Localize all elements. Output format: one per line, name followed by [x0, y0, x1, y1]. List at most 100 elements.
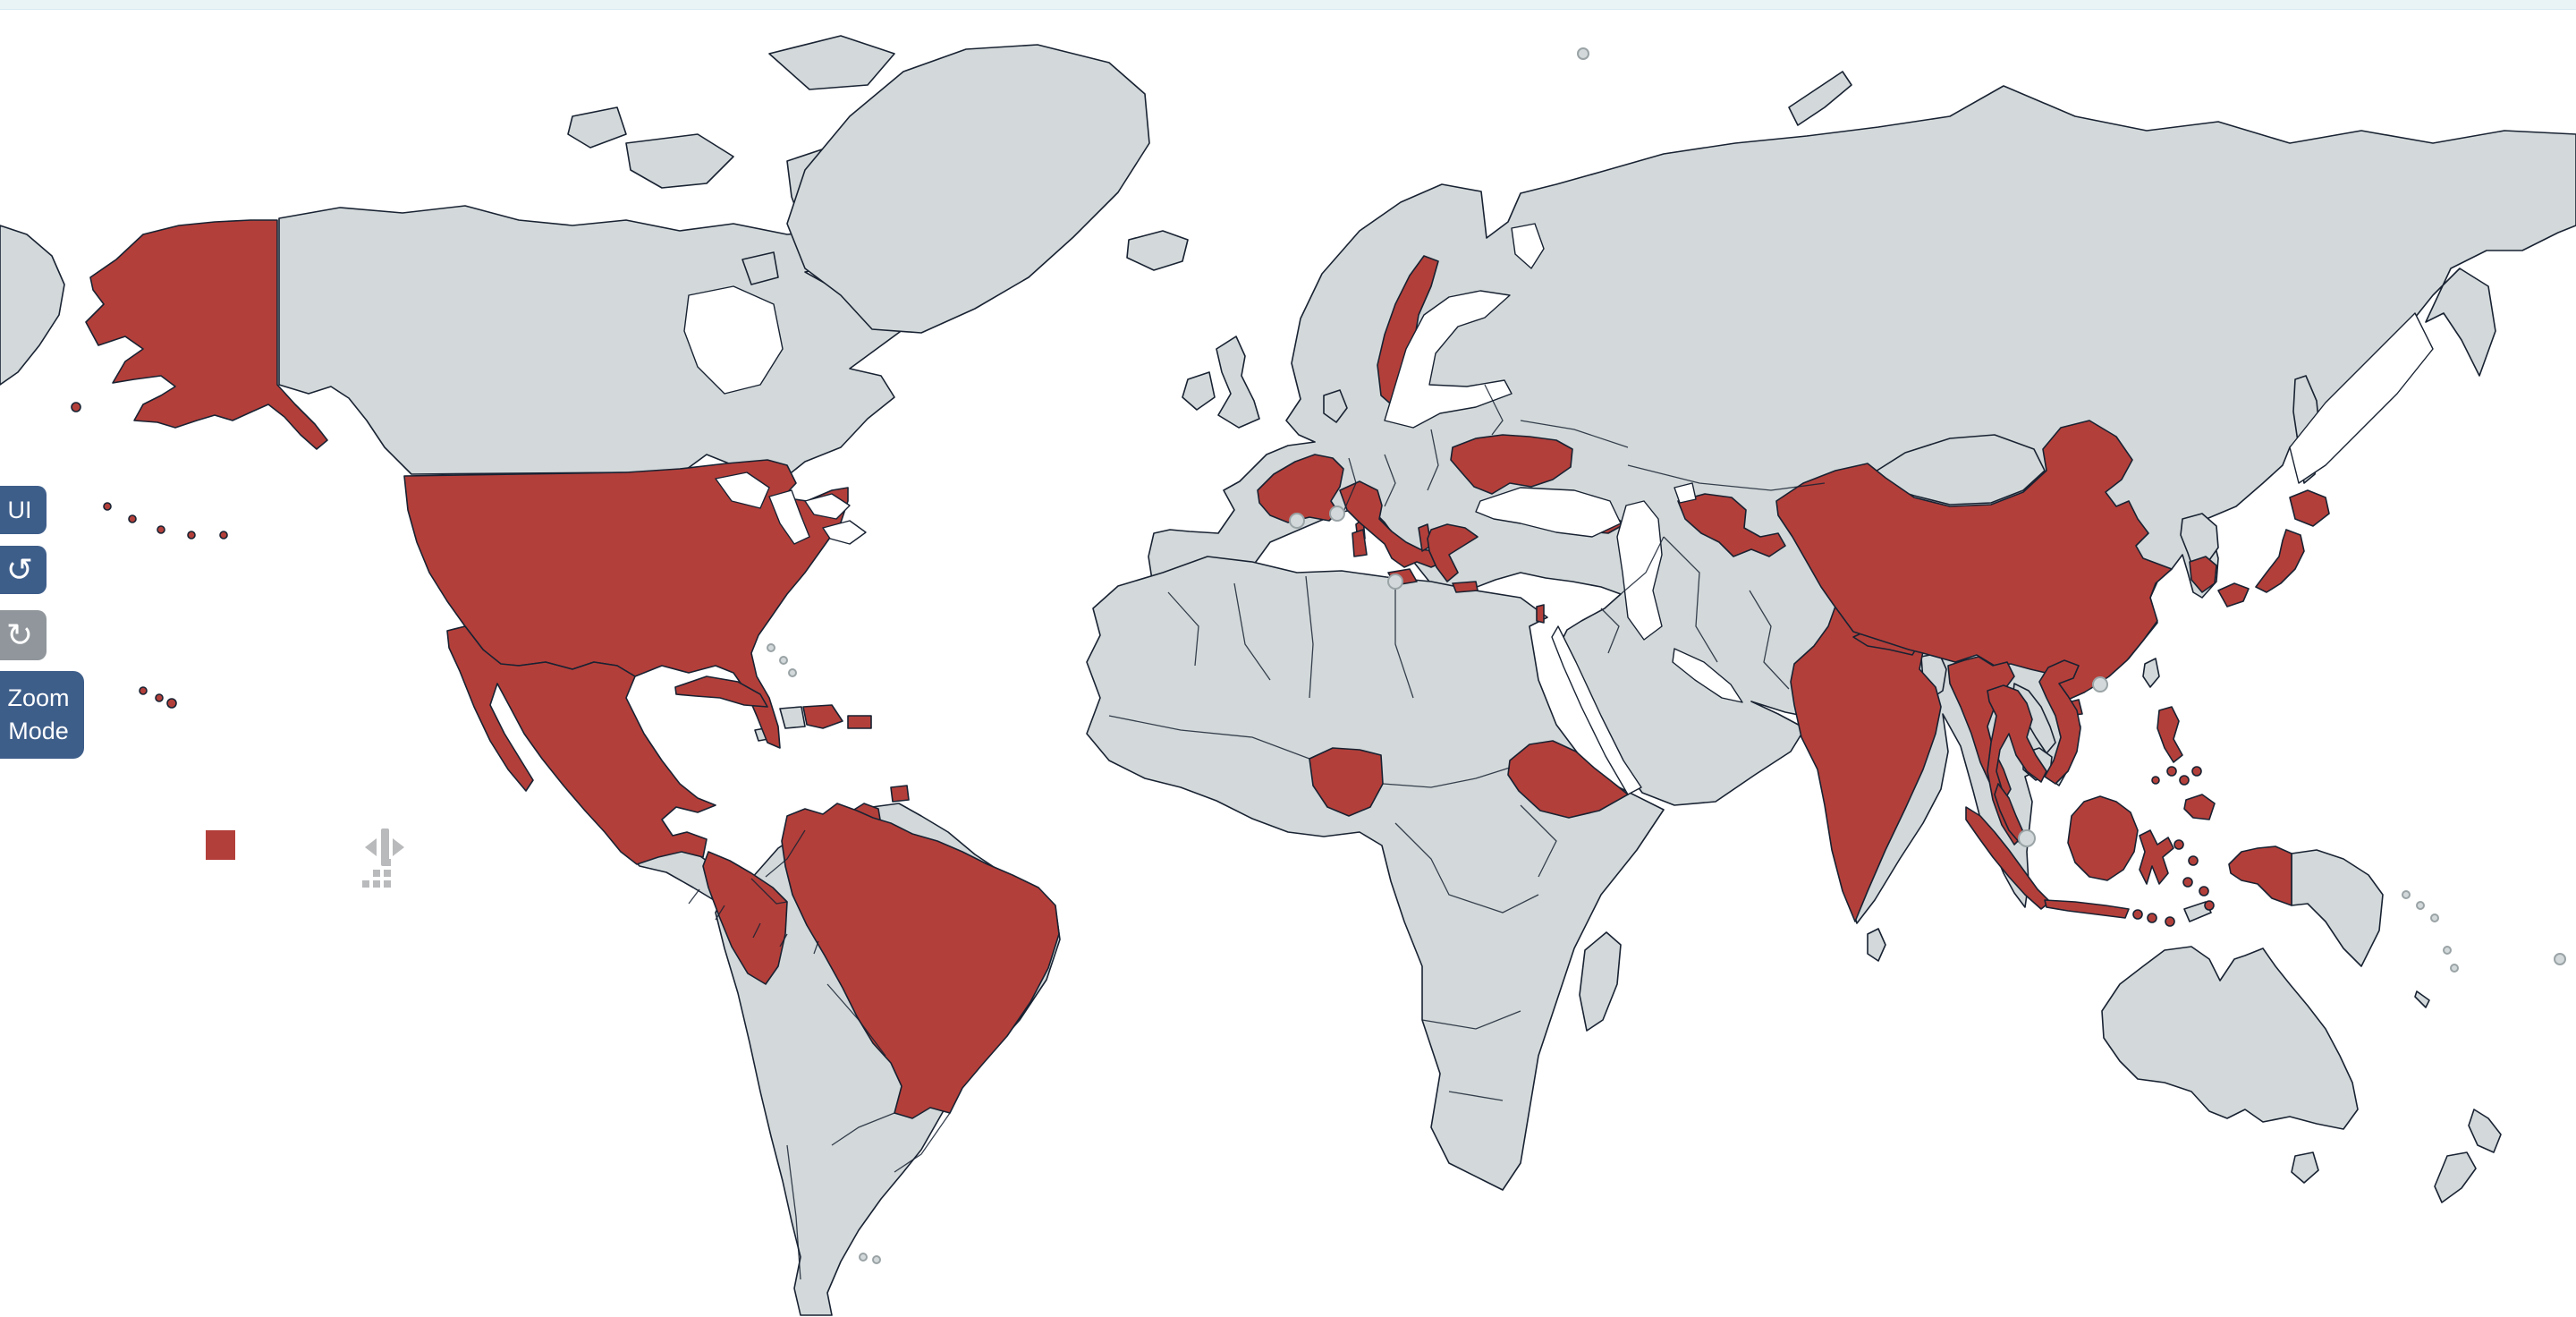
country-russia-chukotka-west[interactable] — [0, 225, 65, 386]
country-iceland[interactable] — [1126, 230, 1189, 271]
country-madagascar[interactable] — [1579, 931, 1622, 1032]
country-greenland[interactable] — [786, 44, 1150, 334]
country-trinidad-tobago[interactable] — [890, 785, 910, 803]
zoom-mode-label-line2: Mode — [8, 718, 69, 744]
country-brazil[interactable] — [781, 803, 1060, 1119]
country-uzbekistan[interactable] — [1677, 493, 1786, 557]
sea-of-okhotsk — [2289, 312, 2434, 484]
country-new-zealand-north[interactable] — [2468, 1109, 2502, 1153]
island-kyushu-shikoku[interactable] — [2217, 582, 2250, 608]
island-crete[interactable] — [1452, 581, 1479, 593]
country-greece[interactable] — [1427, 523, 1479, 582]
island-ellesmere[interactable] — [768, 35, 895, 90]
country-dominican-republic[interactable] — [802, 704, 843, 729]
country-united-kingdom[interactable] — [1216, 336, 1260, 429]
island-falkland-1 — [859, 1253, 868, 1262]
country-taiwan[interactable] — [2142, 658, 2160, 688]
dot-hong-kong[interactable] — [2092, 676, 2108, 692]
region-west-papua[interactable] — [2228, 845, 2292, 906]
island-banks[interactable] — [567, 106, 627, 149]
island-mindanao[interactable] — [2183, 794, 2216, 820]
island-aleutian-5[interactable] — [219, 531, 228, 540]
island-aleutian-3[interactable] — [157, 525, 165, 534]
island-aleutian-1[interactable] — [103, 502, 112, 511]
country-usa-alaska[interactable] — [85, 219, 328, 450]
dot-malta[interactable] — [1387, 574, 1403, 590]
country-australia[interactable] — [2101, 946, 2359, 1130]
redo-button[interactable]: ↻ — [0, 610, 47, 660]
region-west-bank[interactable] — [1536, 604, 1545, 624]
island-moluccas-1[interactable] — [2174, 839, 2184, 850]
island-solomon-2 — [2416, 901, 2425, 910]
island-bahamas-3 — [788, 668, 797, 677]
island-palawan[interactable] — [2151, 776, 2160, 785]
country-mexico[interactable] — [446, 625, 716, 865]
island-lesser-sunda-1[interactable] — [2132, 909, 2143, 920]
island-visayas-2[interactable] — [2179, 775, 2190, 786]
island-hawaii-1[interactable] — [139, 686, 148, 695]
island-vanuatu-1 — [2443, 946, 2452, 955]
island-victoria[interactable] — [625, 133, 734, 189]
country-vietnam[interactable] — [2038, 659, 2081, 785]
country-haiti[interactable] — [779, 706, 806, 729]
country-cuba[interactable] — [674, 675, 768, 708]
country-papua-new-guinea[interactable] — [2291, 849, 2384, 967]
country-puerto-rico[interactable] — [847, 715, 872, 729]
island-bahamas-1 — [767, 643, 775, 652]
dot-monaco[interactable] — [1329, 506, 1345, 522]
country-south-korea[interactable] — [2189, 556, 2217, 593]
island-honshu[interactable] — [2255, 529, 2305, 593]
country-ireland[interactable] — [1182, 371, 1216, 411]
island-sulawesi[interactable] — [2139, 829, 2174, 885]
legend-swatch[interactable] — [206, 830, 235, 860]
island-sardinia[interactable] — [1352, 529, 1368, 557]
lake-michigan-huron — [768, 489, 810, 545]
island-solomon-1 — [2402, 890, 2411, 899]
country-ukraine[interactable] — [1450, 434, 1573, 495]
dot-singapore[interactable] — [2018, 829, 2036, 847]
island-java[interactable] — [2044, 899, 2130, 919]
island-novaya-zemlya[interactable] — [1788, 71, 1852, 126]
island-timor-east-tip[interactable] — [2204, 900, 2215, 911]
lake-huron-east — [804, 493, 851, 520]
baltic-sea — [1384, 290, 1513, 429]
island-moluccas-2[interactable] — [2188, 855, 2199, 866]
country-sri-lanka[interactable] — [1867, 928, 1886, 962]
island-moluccas-3[interactable] — [2182, 877, 2193, 888]
island-hawaii-3[interactable] — [166, 698, 177, 709]
micro-state-dots — [1289, 506, 2108, 847]
continent-africa[interactable] — [1086, 556, 1665, 1191]
island-luzon[interactable] — [2157, 706, 2183, 763]
country-new-zealand-south[interactable] — [2434, 1151, 2477, 1203]
white-sea — [1511, 223, 1545, 269]
island-st-lawrence[interactable] — [71, 402, 81, 412]
dot-andorra[interactable] — [1289, 513, 1305, 529]
island-moluccas-4[interactable] — [2199, 886, 2209, 896]
island-borneo[interactable] — [2067, 795, 2139, 881]
ui-toggle-button[interactable]: UI — [0, 486, 47, 534]
country-nigeria[interactable] — [1309, 747, 1384, 817]
island-lesser-sunda-2[interactable] — [2147, 913, 2157, 923]
island-lesser-sunda-3[interactable] — [2165, 916, 2175, 927]
island-tasmania[interactable] — [2291, 1151, 2319, 1184]
country-france[interactable] — [1257, 454, 1344, 523]
island-visayas-3[interactable] — [2191, 766, 2202, 777]
undo-button[interactable]: ↺ — [0, 546, 47, 594]
island-visayas-1[interactable] — [2166, 766, 2177, 777]
zoom-mode-button[interactable]: Zoom Mode — [0, 671, 84, 759]
island-falkland-2 — [872, 1255, 881, 1264]
island-hawaii-2[interactable] — [155, 693, 164, 702]
resize-grip-icon[interactable] — [362, 859, 398, 889]
island-hokkaido[interactable] — [2289, 489, 2330, 527]
country-denmark[interactable] — [1323, 389, 1348, 423]
land-layer — [0, 35, 2576, 1316]
island-aleutian-2[interactable] — [128, 514, 137, 523]
island-new-caledonia[interactable] — [2414, 990, 2430, 1008]
col-resize-handle-icon[interactable] — [363, 828, 406, 868]
country-china[interactable] — [1775, 420, 2173, 701]
island-southampton[interactable] — [741, 251, 779, 285]
country-peru[interactable] — [702, 851, 788, 985]
island-fiji — [2554, 953, 2566, 965]
island-aleutian-4[interactable] — [187, 531, 196, 540]
